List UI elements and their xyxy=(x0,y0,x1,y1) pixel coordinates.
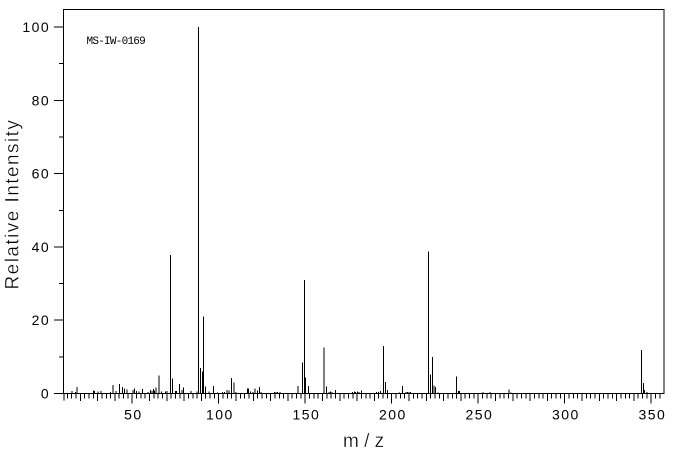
svg-text:250: 250 xyxy=(465,407,493,423)
svg-text:20: 20 xyxy=(32,312,51,328)
svg-text:60: 60 xyxy=(32,166,51,182)
svg-text:80: 80 xyxy=(32,92,51,108)
svg-text:350: 350 xyxy=(638,407,666,423)
svg-text:50: 50 xyxy=(124,407,143,423)
svg-text:200: 200 xyxy=(379,407,407,423)
svg-text:Relative Intensity: Relative Intensity xyxy=(3,119,24,290)
svg-text:300: 300 xyxy=(552,407,580,423)
svg-text:MS-IW-0169: MS-IW-0169 xyxy=(87,36,146,48)
svg-text:150: 150 xyxy=(292,407,320,423)
svg-text:0: 0 xyxy=(41,385,50,401)
svg-text:100: 100 xyxy=(22,19,50,35)
svg-text:m / z: m / z xyxy=(343,431,384,452)
svg-text:100: 100 xyxy=(206,407,234,423)
svg-text:40: 40 xyxy=(32,239,51,255)
